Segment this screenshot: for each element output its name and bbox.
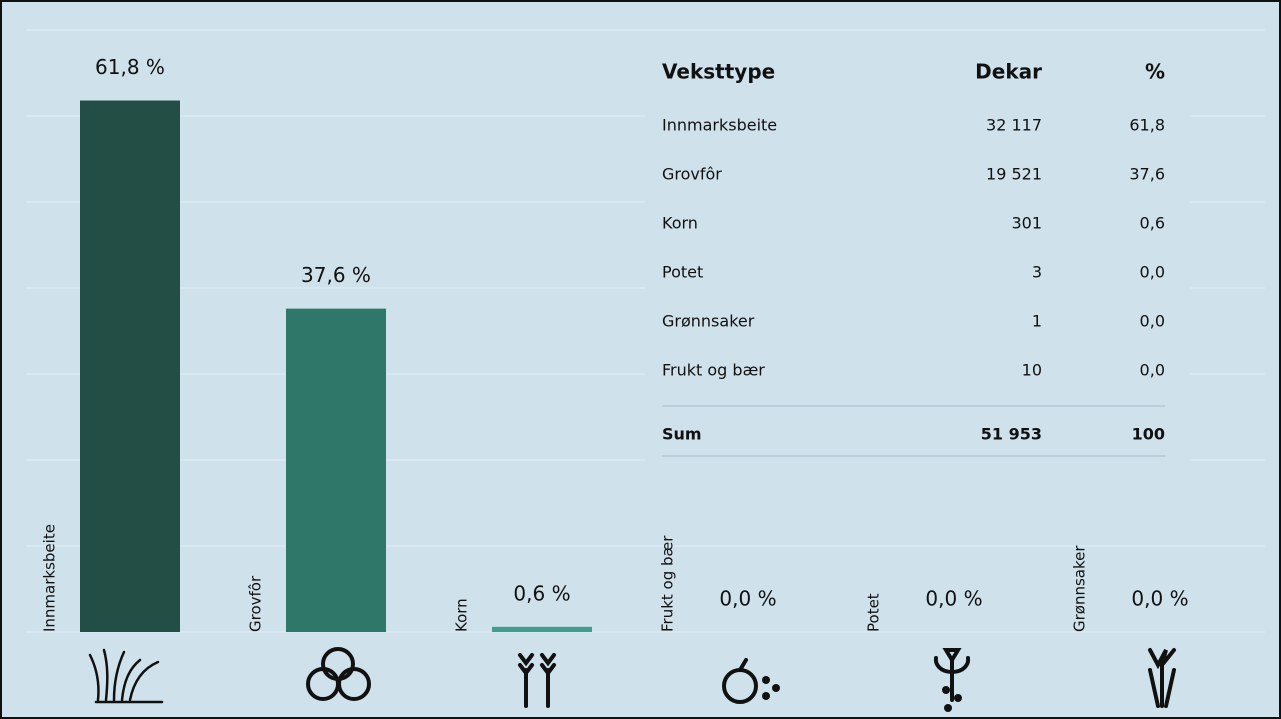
table-cell: Grovfôr <box>662 165 722 184</box>
category-label: Korn <box>453 598 471 632</box>
table-cell: Potet <box>662 263 703 282</box>
bales-icon <box>306 647 371 701</box>
table-cell: 19 521 <box>986 165 1042 184</box>
table: Veksttype Dekar % Innmarksbeite 32 117 61,8 Gr… <box>662 60 1165 457</box>
category-label: Grovfôr <box>247 575 265 632</box>
table-cell: 1 <box>1032 312 1042 331</box>
table-cell: Innmarksbeite <box>662 116 777 135</box>
value-label: 37,6 % <box>301 263 371 287</box>
table-background <box>645 45 1190 465</box>
value-label: 0,6 % <box>513 581 570 605</box>
table-cell: 3 <box>1032 263 1042 282</box>
table-header: Veksttype <box>662 60 775 84</box>
grass-icon <box>88 648 164 704</box>
table-cell: 0,0 <box>1140 263 1165 282</box>
bar <box>492 626 592 632</box>
table-cell: 0,0 <box>1140 361 1165 380</box>
icons <box>88 647 1176 708</box>
grain-icon <box>518 653 556 708</box>
fruit-icon <box>722 658 758 704</box>
table-header: Dekar <box>975 60 1042 84</box>
value-label: 0,0 % <box>925 587 982 611</box>
category-label: Frukt og bær <box>659 535 677 632</box>
value-label: 0,0 % <box>719 587 776 611</box>
table-cell: Korn <box>662 214 698 233</box>
table-cell: 0,6 <box>1140 214 1165 233</box>
table-total: 100 <box>1132 425 1165 444</box>
table-cell: 61,8 <box>1129 116 1165 135</box>
category-label: Potet <box>865 593 883 632</box>
table-total: 51 953 <box>981 425 1042 444</box>
table-cell: 10 <box>1022 361 1042 380</box>
icon-dots <box>762 676 962 712</box>
vegetable-icon <box>1148 648 1176 708</box>
value-label: 0,0 % <box>1131 587 1188 611</box>
table-total: Sum <box>662 425 702 444</box>
table-cell: Grønnsaker <box>662 312 755 331</box>
bar <box>80 100 180 632</box>
table-cell: 32 117 <box>986 116 1042 135</box>
potato-icon <box>933 648 971 702</box>
category-label: Grønnsaker <box>1071 545 1089 632</box>
table-header: % <box>1145 60 1165 84</box>
plot: 61,8 % Innmarksbeite 37,6 % Grovfôr 0,6 % Kor… <box>41 55 1189 632</box>
category-label: Innmarksbeite <box>41 524 59 632</box>
bar <box>286 308 386 632</box>
table-cell: 37,6 <box>1129 165 1165 184</box>
table-cell: 0,0 <box>1140 312 1165 331</box>
value-label: 61,8 % <box>95 55 165 79</box>
table-cell: Frukt og bær <box>662 361 765 380</box>
table-cell: 301 <box>1011 214 1042 233</box>
